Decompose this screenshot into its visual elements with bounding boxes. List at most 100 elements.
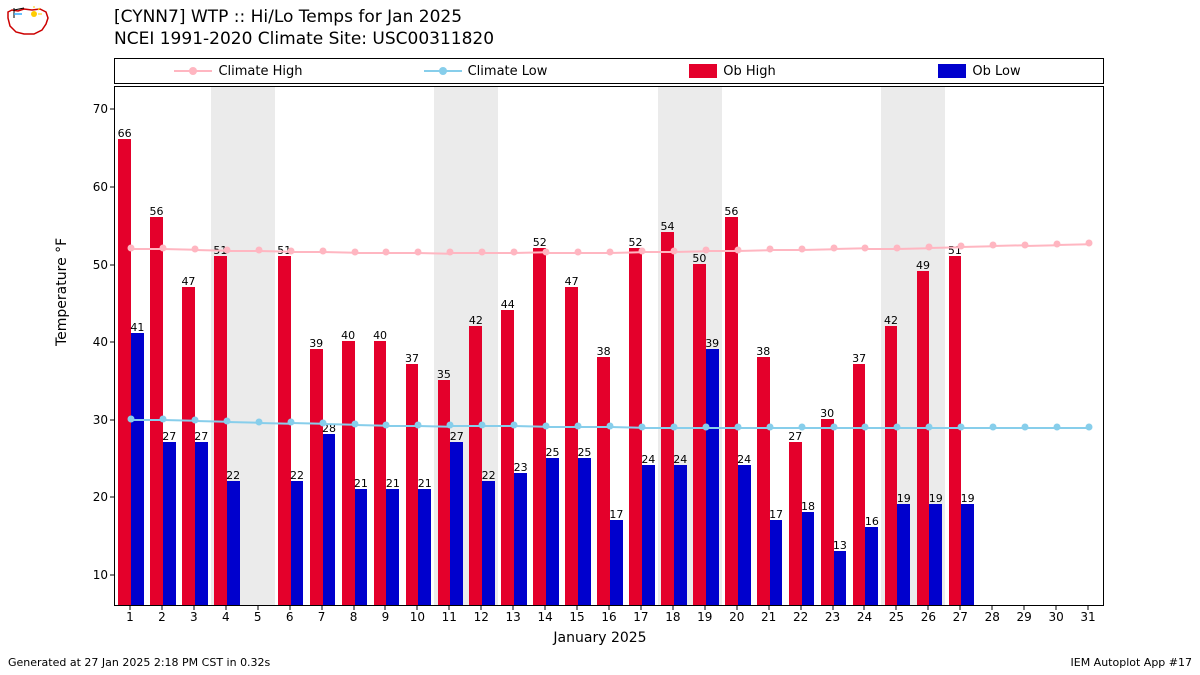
x-tick-label: 12: [474, 610, 489, 624]
legend: Climate High Climate Low Ob High Ob Low: [114, 58, 1104, 84]
ob-high-bar-label: 38: [597, 345, 611, 358]
ob-high-bar: [278, 256, 291, 605]
climate-high-marker: [351, 248, 358, 255]
y-tick-mark: [110, 497, 114, 498]
climate-high-marker: [990, 242, 997, 249]
ob-high-bar-label: 40: [373, 329, 387, 342]
climate-high-marker: [1054, 240, 1061, 247]
climate-low-marker: [894, 423, 901, 430]
climate-high-segment: [291, 251, 323, 253]
climate-low-marker: [479, 422, 486, 429]
x-tick-label: 6: [286, 610, 294, 624]
climate-high-marker: [575, 248, 582, 255]
ob-low-bar-label: 17: [609, 508, 623, 521]
climate-low-segment: [450, 425, 482, 427]
x-tick-label: 31: [1080, 610, 1095, 624]
ob-high-bar: [342, 341, 355, 605]
climate-high-marker: [830, 245, 837, 252]
ob-low-bar-label: 27: [194, 430, 208, 443]
climate-high-segment: [770, 249, 802, 251]
climate-high-segment: [674, 250, 706, 253]
ob-high-bar-label: 37: [852, 352, 866, 365]
ob-high-bar: [821, 419, 834, 605]
climate-low-marker: [447, 422, 454, 429]
x-tick-mark: [545, 606, 546, 610]
climate-low-marker: [670, 423, 677, 430]
climate-low-marker: [351, 420, 358, 427]
x-tick-label: 29: [1017, 610, 1032, 624]
ob-high-bar: [214, 256, 227, 605]
x-tick-label: 2: [158, 610, 166, 624]
x-tick-label: 5: [254, 610, 262, 624]
climate-high-marker: [1022, 241, 1029, 248]
climate-high-segment: [482, 252, 514, 254]
climate-high-marker: [447, 249, 454, 256]
ob-low-bar: [610, 520, 623, 605]
climate-high-marker: [287, 247, 294, 254]
climate-high-marker: [223, 246, 230, 253]
climate-low-segment: [865, 427, 897, 429]
x-tick-mark: [736, 606, 737, 610]
climate-high-segment: [897, 247, 929, 250]
ob-low-bar: [865, 527, 878, 605]
climate-high-segment: [706, 250, 738, 252]
ob-high-bar-label: 56: [724, 205, 738, 218]
climate-high-segment: [1057, 243, 1089, 246]
climate-low-marker: [1022, 423, 1029, 430]
ob-low-bar-label: 22: [482, 469, 496, 482]
climate-low-segment: [259, 422, 291, 425]
climate-high-segment: [546, 252, 578, 254]
ob-low-bar: [514, 473, 527, 605]
ob-low-bar: [227, 481, 240, 605]
climate-high-segment: [610, 251, 642, 254]
ob-high-bar: [597, 357, 610, 605]
footer-app: IEM Autoplot App #17: [1071, 656, 1193, 669]
climate-low-marker: [127, 416, 134, 423]
x-tick-mark: [193, 606, 194, 610]
ob-low-bar: [929, 504, 942, 605]
ob-low-bar-label: 41: [130, 321, 144, 334]
x-tick-label: 22: [793, 610, 808, 624]
climate-high-segment: [738, 249, 770, 252]
climate-low-segment: [897, 427, 929, 429]
ob-low-bar: [738, 465, 751, 605]
x-tick-label: 30: [1048, 610, 1063, 624]
climate-high-segment: [578, 252, 610, 254]
ob-low-bar-label: 25: [577, 446, 591, 459]
ob-low-bar: [418, 489, 431, 605]
climate-high-segment: [355, 252, 387, 254]
x-tick-mark: [129, 606, 130, 610]
x-tick-label: 4: [222, 610, 230, 624]
ob-low-bar: [642, 465, 655, 605]
ob-low-bar-label: 39: [705, 337, 719, 350]
ob-high-bar-label: 27: [788, 430, 802, 443]
x-tick-label: 20: [729, 610, 744, 624]
x-tick-label: 1: [126, 610, 134, 624]
climate-low-segment: [227, 421, 259, 424]
x-tick-mark: [513, 606, 514, 610]
x-tick-label: 25: [889, 610, 904, 624]
climate-low-marker: [575, 423, 582, 430]
x-tick-mark: [257, 606, 258, 610]
climate-low-marker: [255, 418, 262, 425]
ob-high-bar-label: 47: [565, 275, 579, 288]
x-tick-mark: [992, 606, 993, 610]
x-tick-mark: [704, 606, 705, 610]
climate-low-segment: [163, 419, 195, 422]
ob-high-bar: [853, 364, 866, 605]
x-tick-mark: [161, 606, 162, 610]
y-tick-label: 30: [80, 413, 108, 427]
climate-low-marker: [191, 416, 198, 423]
climate-high-segment: [1025, 244, 1057, 247]
ob-high-bar: [406, 364, 419, 605]
legend-label: Climate High: [218, 64, 302, 79]
ob-low-bar-label: 19: [929, 492, 943, 505]
ob-low-bar-label: 23: [514, 461, 528, 474]
climate-low-marker: [926, 423, 933, 430]
climate-low-segment: [706, 427, 738, 429]
x-tick-mark: [353, 606, 354, 610]
ob-low-bar: [578, 458, 591, 605]
climate-high-marker: [958, 243, 965, 250]
x-tick-label: 27: [953, 610, 968, 624]
ob-high-bar-label: 42: [884, 314, 898, 327]
